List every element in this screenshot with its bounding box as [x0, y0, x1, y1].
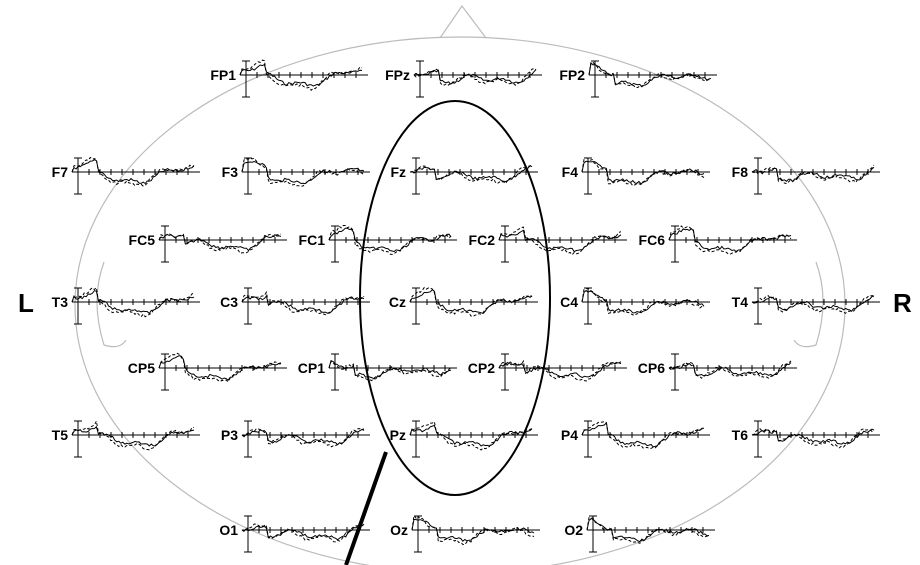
electrode-label: P4 [561, 427, 578, 443]
electrode-label: P3 [221, 427, 238, 443]
electrode: T6 [732, 421, 880, 457]
electrode-label: CP5 [128, 360, 155, 376]
electrode: T3 [52, 288, 200, 324]
electrode: F7 [52, 158, 200, 195]
electrode-label: F3 [222, 164, 239, 180]
electrode: C4 [560, 288, 710, 324]
electrode-label: CP1 [298, 360, 325, 376]
eeg-figure: FP1 FPz FP2 F7 F3 Fz F4 F8 FC5 FC1 FC2 FC6 T3 C3 Cz C4 T… [0, 0, 920, 565]
electrode-label: CP6 [638, 360, 665, 376]
left-label: L [18, 288, 34, 318]
electrode: FC5 [129, 226, 287, 262]
electrode-label: FPz [385, 67, 410, 83]
electrode-label: T3 [52, 294, 69, 310]
electrode-label: T5 [52, 427, 69, 443]
electrode: CP5 [128, 353, 287, 390]
electrode-label: FC2 [469, 232, 496, 248]
electrode: Pz [390, 421, 538, 457]
electrode: F3 [222, 158, 370, 194]
electrode: Oz [390, 516, 540, 552]
electrode: C3 [220, 288, 370, 324]
electrode: CP2 [468, 354, 627, 390]
electrode-label: FP1 [210, 67, 236, 83]
electrode-label: O2 [564, 522, 583, 538]
electrode-label: T4 [732, 294, 749, 310]
electrode: CP1 [298, 354, 457, 390]
electrode-label: Oz [390, 522, 408, 538]
electrode: Fz [390, 158, 538, 194]
electrode: CP6 [638, 354, 797, 390]
electrode: FP1 [210, 60, 368, 97]
electrode-label: F4 [562, 164, 579, 180]
electrode-label: FC1 [299, 232, 326, 248]
electrode: F4 [562, 158, 710, 194]
electrode-label: Cz [389, 294, 406, 310]
electrode-label: CP2 [468, 360, 495, 376]
electrode: F8 [732, 158, 880, 194]
electrode-label: F7 [52, 164, 69, 180]
electrode-label: C3 [220, 294, 238, 310]
electrode: P4 [561, 421, 710, 457]
electrode: FC1 [299, 226, 457, 263]
electrode-label: FP2 [559, 67, 585, 83]
electrode-label: Pz [390, 427, 406, 443]
electrode-label: O1 [219, 522, 238, 538]
waveform-dashed [752, 165, 874, 184]
electrode-label: F8 [732, 164, 749, 180]
electrode-label: C4 [560, 294, 578, 310]
electrode: FPz [385, 61, 542, 97]
pointer-line [346, 452, 386, 565]
electrode: P3 [221, 421, 370, 457]
waveform-dashed [752, 429, 874, 448]
electrode-label: Fz [390, 164, 406, 180]
electrode: T4 [732, 288, 880, 324]
electrode-label: FC5 [129, 232, 156, 248]
electrode: O2 [564, 516, 715, 552]
electrode: Cz [389, 288, 538, 324]
waveform-dashed [499, 361, 621, 381]
electrode-label: T6 [732, 427, 749, 443]
nose [440, 6, 486, 38]
electrode-label: FC6 [639, 232, 666, 248]
right-label: R [893, 288, 912, 318]
electrode: FC6 [639, 226, 797, 262]
